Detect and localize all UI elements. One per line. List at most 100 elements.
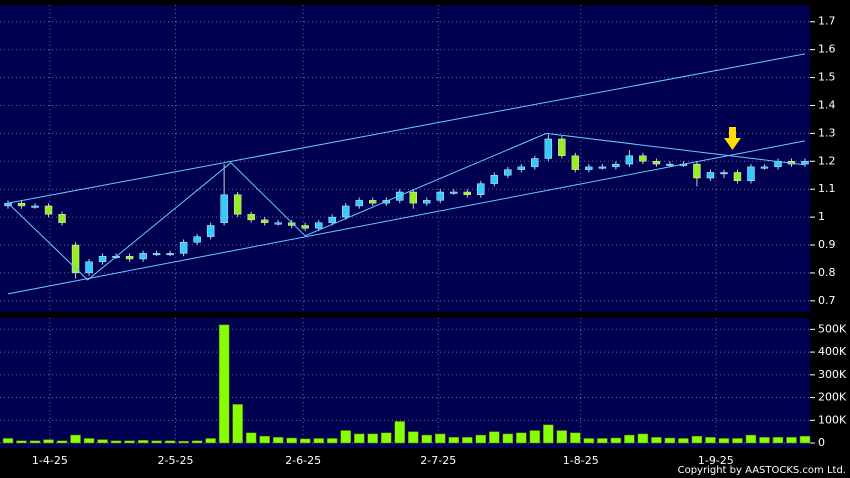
volume-bar — [556, 430, 568, 444]
volume-bar — [529, 430, 541, 444]
volume-bar — [272, 437, 284, 444]
y-tick-label: 400K — [818, 345, 847, 358]
x-tick-label: 2-6-25 — [285, 454, 321, 467]
volume-bar — [786, 437, 797, 444]
candle-body — [247, 214, 255, 221]
volume-panel — [0, 318, 810, 448]
arrow-head — [724, 138, 741, 150]
candle-body — [342, 205, 350, 218]
volume-bar — [218, 324, 230, 444]
candle-body — [355, 200, 363, 207]
volume-bar — [137, 440, 149, 444]
candle-body — [98, 255, 107, 262]
volume-bar — [759, 437, 770, 444]
volume-bar — [124, 440, 135, 444]
volume-bar — [43, 439, 54, 444]
volume-bar — [340, 430, 351, 444]
y-tick-label: 1.4 — [818, 98, 836, 111]
volume-bar — [70, 434, 81, 444]
x-tick-label: 1-8-25 — [563, 454, 599, 467]
candle-body — [44, 205, 53, 215]
candle-body — [206, 225, 215, 237]
volume-bar — [408, 431, 419, 444]
y-tick-label: 0 — [818, 436, 825, 449]
candle-body — [139, 253, 147, 260]
candle-body — [490, 175, 499, 184]
volume-bar — [56, 440, 68, 444]
trendline — [7, 140, 806, 295]
candle-body — [233, 194, 242, 215]
candle-body — [517, 166, 526, 170]
candle-body — [544, 138, 553, 159]
candle-body — [571, 155, 580, 170]
volume-bar — [745, 434, 757, 444]
volume-bar — [326, 438, 338, 444]
y-tick-label: 200K — [818, 391, 847, 404]
volume-bar — [110, 440, 122, 444]
volume-bar — [83, 438, 95, 444]
volume-bar — [448, 437, 460, 444]
x-tick-label: 1-4-25 — [32, 454, 68, 467]
candle-body — [423, 200, 431, 204]
candle-body — [463, 191, 471, 195]
volume-bar — [610, 437, 622, 444]
candle-body — [31, 205, 39, 208]
volume-bar — [691, 435, 703, 444]
candle-body — [125, 255, 134, 260]
price-panel — [0, 5, 810, 312]
x-tick-label: 1-9-25 — [698, 454, 734, 467]
y-tick-label: 0.7 — [818, 294, 836, 307]
candle-body — [747, 166, 755, 182]
candle-body — [274, 222, 282, 225]
volume-bar — [164, 440, 176, 444]
candle-body — [328, 216, 336, 223]
candle-body — [436, 191, 444, 201]
volume-bar — [97, 439, 108, 444]
volume-bar — [570, 432, 581, 444]
volume-bar — [799, 435, 811, 444]
y-tick-label: 1.6 — [818, 43, 836, 56]
volume-bar — [299, 438, 311, 444]
y-tick-label: 0.8 — [818, 266, 836, 279]
volume-bar — [380, 432, 392, 444]
arrow-marker — [724, 127, 741, 150]
candle-body — [666, 163, 674, 166]
volume-bar — [16, 440, 27, 444]
volume-bar — [313, 438, 324, 444]
candle-body — [598, 166, 607, 169]
candle-body — [220, 194, 228, 223]
candle-body — [369, 200, 377, 204]
y-tick-label: 100K — [818, 413, 847, 426]
volume-bar — [624, 434, 635, 444]
volume-bar — [637, 433, 649, 444]
volume-bar — [151, 440, 162, 444]
candle-body — [625, 155, 634, 165]
volume-bar — [678, 438, 689, 444]
volume-bar — [732, 438, 743, 444]
candle-body — [733, 172, 742, 182]
x-tick-label: 2-7-25 — [420, 454, 456, 467]
volume-bar — [705, 437, 716, 444]
candle-body — [531, 158, 539, 168]
candle-body — [179, 242, 188, 254]
y-tick-label: 1.1 — [818, 182, 836, 195]
trendline — [7, 53, 806, 204]
volume-bar — [286, 437, 297, 444]
volume-bar — [597, 438, 608, 444]
candle-body — [409, 191, 417, 204]
volume-bar — [421, 434, 433, 444]
y-tick-label: 1.2 — [818, 154, 836, 167]
volume-bar — [205, 438, 216, 444]
candle-body — [260, 219, 269, 223]
candle-body — [477, 183, 485, 195]
volume-bar — [394, 421, 405, 444]
candle-body — [58, 214, 66, 223]
volume-bar — [259, 435, 270, 444]
candle-body — [152, 253, 161, 256]
plot-layer: 1-4-25 2-5-25 2-6-25 2-7-25 1-8-25 1-9-25 0.7 0… — [0, 5, 847, 467]
x-tick-label: 2-5-25 — [158, 454, 194, 467]
volume-bar — [191, 440, 203, 444]
copyright: Copyright by AASTOCKS.com Ltd. — [678, 465, 846, 476]
